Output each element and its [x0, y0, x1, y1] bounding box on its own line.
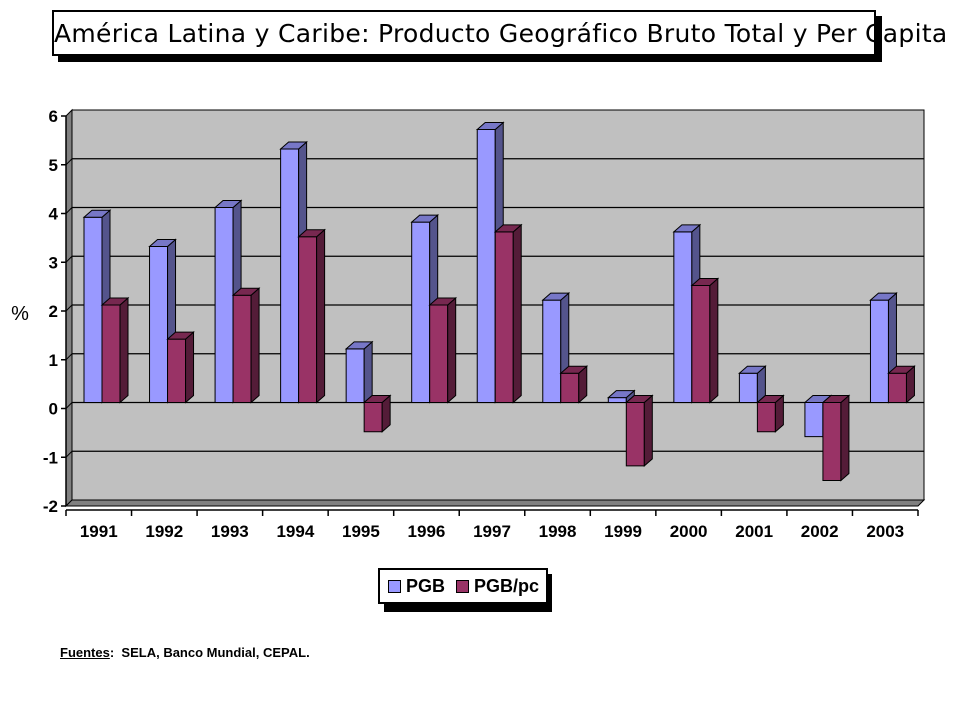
y-axis-label: %	[11, 303, 29, 325]
x-tick-label: 1991	[80, 522, 118, 541]
bar-pgb-pc-2001	[756, 394, 785, 433]
legend-swatch-pgb	[388, 579, 401, 593]
gridline-side	[65, 158, 73, 166]
y-tick-label: 6	[49, 107, 58, 126]
footer-separator: :	[109, 645, 115, 660]
footer-label: Fuentes	[60, 645, 110, 660]
legend-label-pgb: PGB	[406, 575, 446, 596]
bar-pgb-2001	[738, 365, 767, 404]
bar-pgb-pc-1996	[428, 296, 458, 404]
gridline-side	[65, 207, 73, 214]
bar-pgb-pc-1997	[493, 223, 523, 404]
bar-pgb-pc-2003	[887, 365, 916, 404]
legend-item-pgb: PGB	[388, 570, 445, 602]
x-tick-label: 1997	[473, 522, 511, 541]
gridline-side	[65, 353, 73, 361]
gridline-side	[65, 304, 73, 312]
y-tick-label: 3	[49, 253, 58, 272]
gridline-side	[65, 450, 73, 458]
x-tick-label: 2003	[866, 522, 904, 541]
footer-text: SELA, Banco Mundial, CEPAL.	[121, 645, 310, 660]
bar-pgb-pc-1994	[297, 228, 326, 404]
x-tick-label: 1995	[342, 522, 380, 541]
x-tick-label: 1996	[408, 522, 446, 541]
y-tick-label: 5	[49, 156, 58, 175]
bar-pgb-pc-2002	[821, 394, 851, 482]
y-tick-label: 2	[49, 302, 58, 321]
gridline-side	[65, 402, 73, 409]
y-tick-label: 1	[49, 351, 58, 370]
footer-sources: Fuentes: SELA, Banco Mundial, CEPAL.	[60, 645, 310, 660]
x-tick-label: 2001	[735, 522, 773, 541]
legend-label-pgb-pc: PGB/pc	[474, 575, 540, 596]
x-tick-label: 1994	[276, 522, 314, 541]
bar-pgb-pc-1992	[166, 331, 195, 404]
y-tick-label: -2	[43, 497, 58, 516]
x-tick-label: 1993	[211, 522, 249, 541]
bar-pgb-1995	[344, 340, 374, 404]
x-tick-label: 1998	[539, 522, 577, 541]
x-tick-label: 1999	[604, 522, 642, 541]
gridline-side	[65, 255, 73, 263]
chart-title: América Latina y Caribe: Producto Geográ…	[54, 19, 948, 48]
x-tick-label: 2002	[801, 522, 839, 541]
bar-pgb-pc-1995	[362, 394, 392, 433]
bar-pgb-pc-1993	[231, 287, 261, 404]
x-tick-label: 2000	[670, 522, 708, 541]
legend-swatch-pgb-pc	[456, 579, 469, 593]
bar-pgb-pc-2000	[690, 277, 720, 404]
chart-floor	[64, 499, 926, 507]
bar-pgb-pc-1998	[559, 365, 589, 404]
title-box: América Latina y Caribe: Producto Geográ…	[52, 10, 948, 56]
legend-item-pgb-pc: PGB/pc	[456, 570, 539, 602]
x-tick-label: 1992	[145, 522, 183, 541]
y-tick-label: -1	[43, 448, 58, 467]
y-tick-label: 0	[49, 400, 58, 419]
bar-pgb-pc-1991	[100, 296, 130, 404]
bar-chart: -2 -1 0 1 2 3 4 5 6% 1991 1992 1993 1994 1995 1996 1997…	[11, 107, 926, 541]
bar-pgb-pc-1999	[624, 394, 654, 467]
legend: PGB PGB/pc	[378, 568, 548, 604]
y-tick-label: 4	[49, 205, 59, 224]
